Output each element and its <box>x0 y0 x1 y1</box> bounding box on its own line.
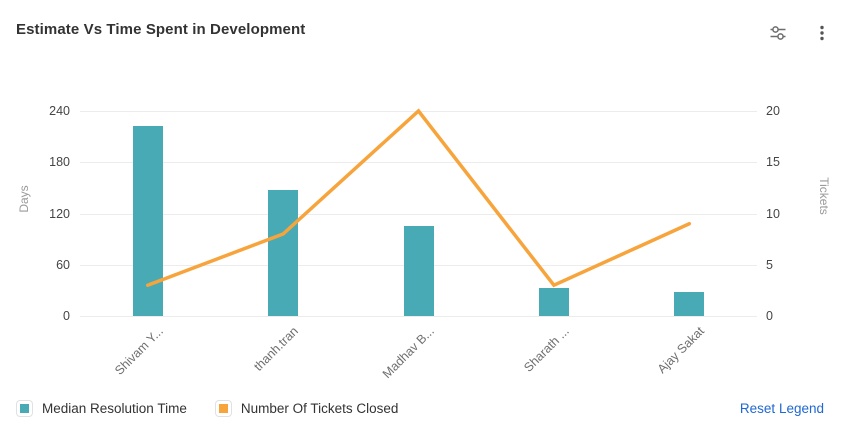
y-axis-tick-right: 15 <box>766 155 780 170</box>
legend-swatch-fill <box>218 404 228 413</box>
gridline <box>80 162 757 164</box>
y-axis-tick-right: 20 <box>766 104 780 118</box>
legend-item-median-resolution-time[interactable]: Median Resolution Time <box>16 400 187 417</box>
chart-legend: Median Resolution Time Number Of Tickets… <box>16 400 398 417</box>
filter-sliders-icon[interactable] <box>766 21 790 45</box>
bar-Ajay Sakat[interactable] <box>674 292 705 316</box>
y-axis-tick-left: 180 <box>49 155 70 170</box>
legend-swatch-line <box>214 400 232 417</box>
bar-thanh.tran[interactable] <box>268 189 299 316</box>
y-axis-tick-right: 10 <box>766 206 780 221</box>
reset-legend-link[interactable]: Reset Legend <box>739 401 824 416</box>
y-axis-tick-left: 120 <box>49 206 70 221</box>
line-number-of-tickets-closed[interactable] <box>145 108 692 288</box>
filter-sliders-icon <box>770 26 786 40</box>
y-axis-tick-right: 0 <box>766 309 773 323</box>
legend-label: Median Resolution Time <box>42 401 187 416</box>
bar-Sharath ...[interactable] <box>538 287 569 316</box>
legend-swatch-bar <box>16 400 33 417</box>
y-axis-tick-left: 240 <box>49 104 70 118</box>
y-axis-tick-right: 5 <box>766 257 773 272</box>
bar-Madhav B...[interactable] <box>403 226 434 316</box>
y-axis-tick-left: 0 <box>63 309 70 323</box>
legend-swatch-fill <box>20 404 29 413</box>
kebab-menu-icon[interactable] <box>810 21 834 45</box>
legend-label: Number Of Tickets Closed <box>240 401 399 416</box>
chart-title: Estimate Vs Time Spent in Development <box>16 21 306 38</box>
gridline <box>80 213 757 215</box>
y-axis-tick-left: 60 <box>56 257 70 272</box>
gridline <box>80 316 757 317</box>
kebab-menu-icon <box>820 25 824 41</box>
legend-item-number-of-tickets-closed[interactable]: Number Of Tickets Closed <box>214 400 399 417</box>
